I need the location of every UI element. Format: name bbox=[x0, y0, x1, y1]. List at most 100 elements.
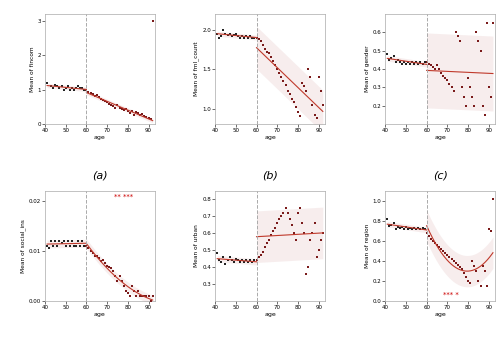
Point bbox=[86, 90, 94, 96]
Point bbox=[118, 278, 126, 284]
Point bbox=[482, 283, 490, 289]
X-axis label: age: age bbox=[434, 312, 446, 317]
Text: ** ***: ** *** bbox=[114, 194, 134, 200]
Point bbox=[487, 228, 495, 234]
Point bbox=[224, 257, 232, 263]
Point bbox=[114, 278, 122, 284]
Point bbox=[222, 31, 230, 36]
Point bbox=[394, 224, 402, 229]
Point bbox=[50, 243, 58, 248]
Point bbox=[284, 210, 292, 216]
Point bbox=[271, 225, 279, 231]
Point bbox=[306, 237, 314, 243]
Point bbox=[296, 205, 304, 210]
Point bbox=[252, 35, 260, 40]
Point bbox=[68, 238, 76, 244]
Point bbox=[80, 243, 88, 248]
Point bbox=[62, 243, 70, 248]
Point bbox=[456, 264, 464, 270]
X-axis label: age: age bbox=[94, 135, 106, 140]
Y-axis label: Mean of fincom: Mean of fincom bbox=[30, 46, 35, 92]
Point bbox=[310, 220, 318, 226]
Point bbox=[485, 85, 493, 90]
Point bbox=[404, 59, 412, 64]
Point bbox=[265, 237, 273, 243]
Point bbox=[292, 237, 300, 243]
Point bbox=[56, 85, 64, 91]
Point bbox=[384, 52, 392, 57]
Point bbox=[43, 80, 51, 86]
Point bbox=[72, 85, 80, 91]
Point bbox=[228, 257, 235, 263]
Point bbox=[284, 88, 292, 94]
Point bbox=[444, 78, 452, 83]
Point bbox=[54, 83, 62, 89]
Point bbox=[45, 246, 53, 251]
Point bbox=[99, 97, 107, 103]
Point bbox=[132, 293, 140, 299]
Point bbox=[256, 39, 264, 44]
Point bbox=[259, 249, 267, 255]
Point bbox=[132, 109, 140, 115]
Point bbox=[138, 111, 146, 117]
Point bbox=[435, 66, 443, 72]
Point bbox=[213, 31, 221, 36]
Point bbox=[439, 248, 447, 254]
Point bbox=[128, 108, 136, 114]
Point bbox=[446, 81, 454, 86]
Point bbox=[485, 226, 493, 231]
Point bbox=[460, 94, 468, 99]
Point bbox=[101, 261, 109, 266]
Point bbox=[431, 240, 439, 246]
Point bbox=[294, 110, 302, 115]
X-axis label: age: age bbox=[94, 312, 106, 317]
Point bbox=[278, 74, 285, 80]
Point bbox=[93, 92, 101, 98]
Point bbox=[442, 75, 450, 81]
Point bbox=[388, 55, 396, 61]
Point bbox=[248, 259, 256, 265]
Point bbox=[70, 87, 78, 92]
Point bbox=[78, 238, 86, 244]
Point bbox=[450, 258, 458, 264]
Point bbox=[78, 85, 86, 91]
Point bbox=[489, 196, 497, 201]
Point bbox=[470, 103, 478, 109]
Point bbox=[388, 222, 396, 227]
Point bbox=[88, 91, 96, 97]
X-axis label: age: age bbox=[434, 135, 446, 140]
Point bbox=[310, 112, 318, 118]
Point bbox=[74, 83, 82, 89]
Point bbox=[140, 113, 148, 118]
Point bbox=[300, 230, 308, 236]
Point bbox=[298, 81, 306, 86]
Point bbox=[474, 39, 482, 44]
Point bbox=[250, 257, 258, 263]
Point bbox=[292, 104, 300, 110]
Point bbox=[290, 230, 298, 236]
Point bbox=[429, 64, 437, 70]
Point bbox=[418, 61, 426, 66]
Point bbox=[72, 243, 80, 248]
Point bbox=[316, 88, 324, 94]
Point bbox=[282, 82, 290, 88]
Point bbox=[218, 259, 226, 265]
Point bbox=[254, 254, 262, 260]
Point bbox=[66, 87, 74, 92]
Point bbox=[230, 33, 238, 38]
Point bbox=[236, 35, 244, 40]
Point bbox=[470, 263, 478, 268]
Point bbox=[148, 18, 156, 24]
Point bbox=[126, 110, 134, 116]
Point bbox=[420, 226, 428, 231]
Point bbox=[435, 244, 443, 249]
Point bbox=[47, 238, 55, 244]
Point bbox=[462, 103, 470, 109]
Point bbox=[122, 106, 130, 111]
Point bbox=[80, 87, 88, 92]
Point bbox=[468, 258, 476, 264]
Point bbox=[226, 254, 234, 260]
Point bbox=[431, 66, 439, 72]
Point bbox=[124, 108, 132, 114]
Point bbox=[246, 33, 254, 39]
